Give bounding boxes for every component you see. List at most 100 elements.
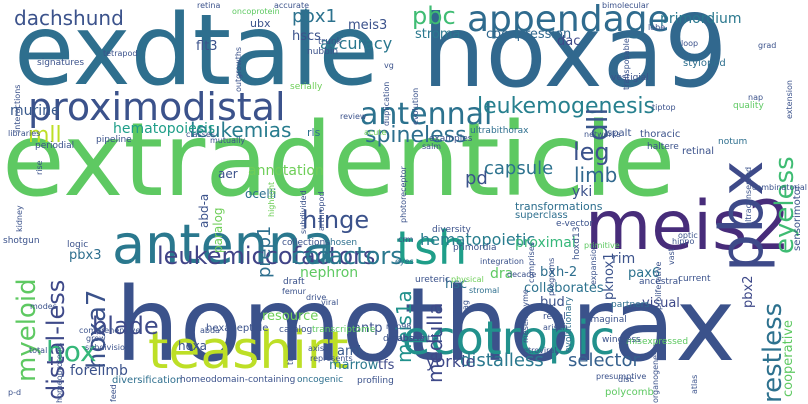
word: rim (612, 251, 636, 267)
word: represents (310, 354, 353, 363)
word: grad (758, 41, 777, 50)
word: flt3 (196, 39, 218, 54)
word: nubbin (307, 47, 339, 57)
word: ancestral (639, 277, 681, 287)
word: pax6 (628, 266, 661, 281)
word: quality (733, 101, 764, 111)
word: hscs (292, 29, 321, 44)
word: serially (290, 82, 323, 92)
word: mll (28, 123, 62, 148)
word: pbx (707, 160, 777, 272)
word: imaginal (588, 315, 627, 325)
word: organogenesis (651, 344, 660, 403)
word: tio (286, 354, 295, 365)
word: grow (86, 334, 106, 343)
word: viral (321, 298, 339, 307)
word: ultraconserved (744, 166, 753, 227)
word: extradenticle (2, 101, 676, 220)
word: modes (30, 302, 57, 311)
word: hoxa9 (422, 0, 728, 110)
word: antenna (112, 213, 336, 276)
word: primitive (584, 241, 620, 250)
word: kidney (15, 205, 24, 232)
word: pbx3 (69, 248, 102, 263)
word: superclass (515, 210, 568, 221)
word: crm (398, 235, 414, 244)
word: antp (353, 321, 383, 336)
word: myeloid (12, 278, 42, 382)
word: bxh-2 (540, 265, 578, 280)
word: rls (307, 126, 321, 139)
word: examples (429, 134, 473, 144)
word: cooperative (781, 319, 796, 397)
word: pbx2 (741, 275, 756, 308)
word: substantial (392, 334, 442, 344)
word: hematopoietic (420, 230, 536, 249)
word: combinatorial (751, 183, 807, 192)
word: marrow (329, 358, 379, 373)
word: primordia (453, 243, 497, 253)
word: interactions (13, 84, 22, 132)
word: logic (67, 240, 89, 250)
word: transcriptome (312, 325, 376, 335)
word: duplication (382, 81, 391, 126)
word: polycomb (605, 387, 654, 398)
word: networks (584, 130, 621, 139)
word: resource (262, 309, 319, 324)
word: haltere (647, 142, 679, 152)
word: hsc (445, 277, 468, 292)
word: meis3 (348, 18, 388, 33)
word: murine (10, 103, 60, 119)
word: exdtale (14, 0, 379, 108)
word: tiptop (652, 103, 676, 112)
word: spineless (365, 123, 467, 148)
word: atlas (690, 374, 699, 394)
word: leg (573, 138, 610, 166)
word: comprehensive (79, 326, 141, 335)
word: eyes (395, 257, 414, 266)
word: nup98 (386, 322, 412, 331)
word: limb (574, 163, 618, 187)
word: feed (109, 384, 118, 402)
word: leukemiccofactors (157, 242, 376, 270)
word: profiling (357, 376, 394, 386)
word: arisen (543, 323, 568, 332)
word: meis2 (585, 187, 791, 266)
word: hoxd13 (572, 226, 582, 260)
word: bimolecular (602, 1, 650, 10)
word: ecotropic (402, 311, 616, 365)
word: paralog (211, 207, 225, 253)
word: partners (611, 300, 650, 310)
word: acute (364, 128, 387, 137)
word: draft (283, 277, 305, 287)
word: thoracic (640, 129, 681, 140)
word: wingless (602, 335, 641, 345)
word: distalless (460, 350, 544, 371)
word: cofactors (292, 242, 403, 270)
word: decade (507, 270, 537, 279)
word: subdivision (85, 343, 130, 352)
word: misexpressed (626, 337, 689, 347)
word: antennal (360, 97, 493, 132)
word: notum (718, 137, 748, 147)
word: dac (557, 34, 581, 49)
word: tfs (378, 358, 395, 373)
word: loop (681, 39, 699, 48)
word: collections (282, 238, 330, 248)
word: evolution (411, 87, 420, 125)
word: tsh (396, 221, 468, 275)
word: highlight (267, 181, 276, 217)
word: ureteric (415, 275, 450, 285)
word: abda (200, 326, 220, 335)
word: hexapeptide (206, 323, 269, 334)
word: current (678, 274, 711, 284)
word: ag (461, 300, 470, 310)
word: appendage (467, 0, 670, 40)
word: presumptive (596, 372, 647, 381)
word: physical (451, 275, 484, 284)
word: extension (785, 80, 794, 119)
word: retroviral (520, 346, 557, 355)
word: mesenchyme (521, 289, 530, 343)
word: comprises (527, 242, 536, 283)
word: accurate (274, 1, 310, 10)
